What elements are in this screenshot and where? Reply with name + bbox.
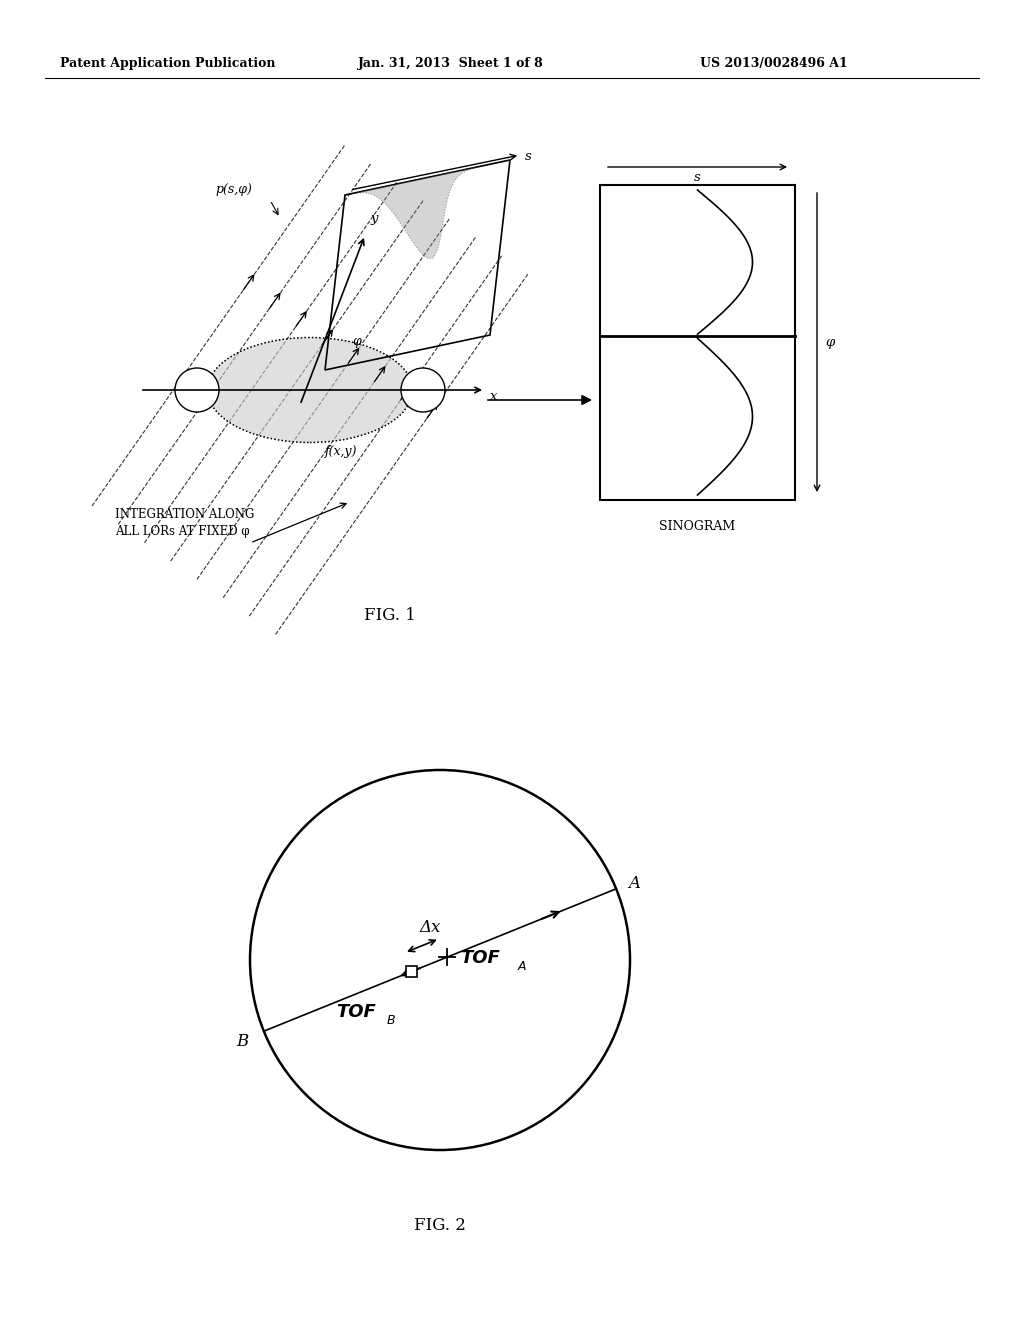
Text: Δx: Δx bbox=[420, 919, 441, 936]
Text: Patent Application Publication: Patent Application Publication bbox=[60, 57, 275, 70]
Text: B: B bbox=[237, 1032, 249, 1049]
Circle shape bbox=[175, 368, 219, 412]
Text: B: B bbox=[386, 1014, 395, 1027]
Text: p(s,φ): p(s,φ) bbox=[215, 183, 252, 195]
Text: TOF: TOF bbox=[336, 1003, 376, 1020]
Text: Jan. 31, 2013  Sheet 1 of 8: Jan. 31, 2013 Sheet 1 of 8 bbox=[358, 57, 544, 70]
Polygon shape bbox=[345, 160, 510, 259]
Bar bbox=[407, 966, 418, 977]
Ellipse shape bbox=[208, 338, 413, 442]
Circle shape bbox=[401, 368, 445, 412]
Text: TOF: TOF bbox=[460, 949, 500, 966]
Text: φ: φ bbox=[352, 335, 360, 348]
Text: s: s bbox=[525, 150, 531, 162]
Text: SINOGRAM: SINOGRAM bbox=[659, 520, 735, 533]
Text: US 2013/0028496 A1: US 2013/0028496 A1 bbox=[700, 57, 848, 70]
Text: INTEGRATION ALONG
ALL LORs AT FIXED φ: INTEGRATION ALONG ALL LORs AT FIXED φ bbox=[115, 508, 254, 539]
Text: FIG. 1: FIG. 1 bbox=[365, 607, 416, 624]
Text: φ: φ bbox=[825, 337, 835, 348]
Text: y: y bbox=[370, 213, 378, 224]
Text: FIG. 2: FIG. 2 bbox=[414, 1217, 466, 1234]
Text: A: A bbox=[517, 960, 526, 973]
Text: x: x bbox=[490, 391, 498, 404]
Text: f(x,y): f(x,y) bbox=[325, 445, 357, 458]
Text: A: A bbox=[628, 875, 640, 892]
Text: s: s bbox=[694, 172, 700, 183]
Bar bbox=[600, 185, 795, 500]
